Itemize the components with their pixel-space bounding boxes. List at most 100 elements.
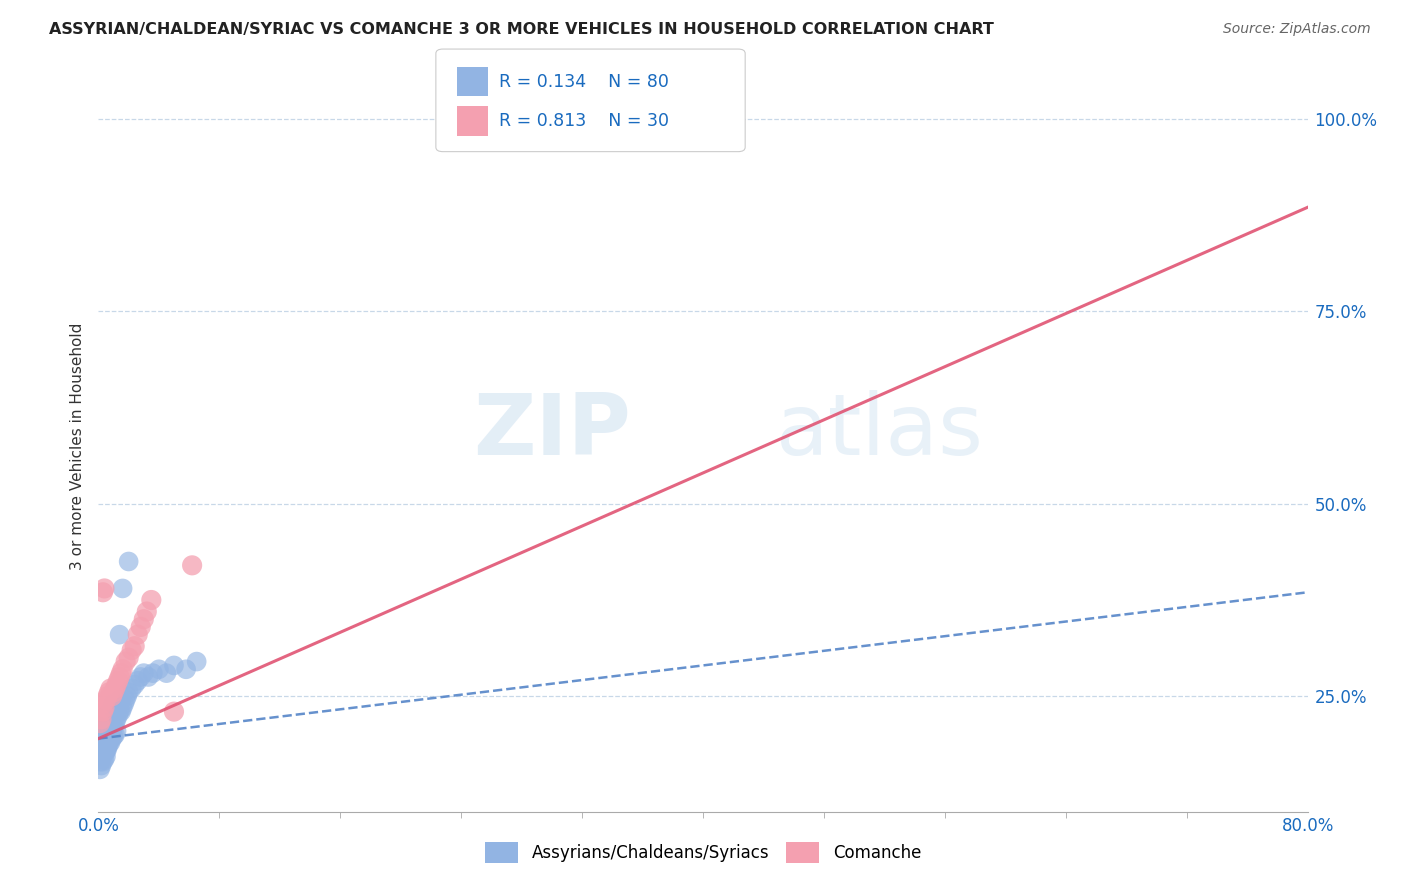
Point xyxy=(103,697,125,711)
Text: ZIP: ZIP xyxy=(472,390,630,473)
Point xyxy=(174,662,197,676)
Point xyxy=(93,731,115,746)
Point xyxy=(104,681,127,696)
Point xyxy=(132,666,155,681)
Point xyxy=(91,731,114,746)
Point xyxy=(93,739,115,754)
Point xyxy=(186,655,208,669)
Point xyxy=(115,690,138,704)
Point xyxy=(96,708,118,723)
Point xyxy=(104,705,127,719)
Point xyxy=(118,685,141,699)
Point xyxy=(110,705,132,719)
Point xyxy=(90,735,112,749)
Point xyxy=(96,739,118,754)
Point xyxy=(112,697,135,711)
Point xyxy=(121,681,143,696)
Point xyxy=(127,673,149,688)
Point xyxy=(108,670,131,684)
Point xyxy=(114,655,136,669)
Point xyxy=(103,729,125,743)
Point xyxy=(105,678,128,692)
Point xyxy=(181,558,204,573)
Point xyxy=(89,755,111,769)
Point xyxy=(108,627,131,641)
Point xyxy=(100,681,122,696)
Point xyxy=(105,712,128,726)
Point xyxy=(136,670,159,684)
Point xyxy=(105,700,128,714)
Point xyxy=(91,705,114,719)
Point xyxy=(89,747,111,761)
Text: atlas: atlas xyxy=(776,390,984,473)
Point xyxy=(101,712,124,726)
Point xyxy=(91,743,114,757)
Y-axis label: 3 or more Vehicles in Household: 3 or more Vehicles in Household xyxy=(69,322,84,570)
Point xyxy=(91,747,114,761)
Point xyxy=(89,763,111,777)
Point xyxy=(101,723,124,738)
Point xyxy=(93,712,115,726)
Point xyxy=(104,716,127,731)
Point xyxy=(98,720,121,734)
Point xyxy=(107,697,129,711)
Point xyxy=(94,749,117,764)
Point xyxy=(100,728,122,742)
Point xyxy=(104,728,127,742)
Point xyxy=(108,705,131,719)
Point xyxy=(103,708,125,723)
Point xyxy=(100,705,122,719)
Point xyxy=(124,639,146,653)
Point xyxy=(94,708,117,723)
Point xyxy=(90,751,112,765)
Point xyxy=(94,743,117,757)
Point xyxy=(111,700,134,714)
Point xyxy=(108,693,131,707)
Point xyxy=(91,723,114,738)
Point xyxy=(107,673,129,688)
Point xyxy=(91,716,114,731)
Point xyxy=(110,666,132,681)
Point xyxy=(132,612,155,626)
Point xyxy=(163,705,186,719)
Legend: Assyrians/Chaldeans/Syriacs, Comanche: Assyrians/Chaldeans/Syriacs, Comanche xyxy=(478,836,928,869)
Point xyxy=(127,627,149,641)
Point xyxy=(111,662,134,676)
Point xyxy=(94,734,117,748)
Point xyxy=(111,582,134,596)
Point xyxy=(107,708,129,723)
Point xyxy=(93,752,115,766)
Point xyxy=(93,582,115,596)
Text: ASSYRIAN/CHALDEAN/SYRIAC VS COMANCHE 3 OR MORE VEHICLES IN HOUSEHOLD CORRELATION: ASSYRIAN/CHALDEAN/SYRIAC VS COMANCHE 3 O… xyxy=(49,22,994,37)
Point xyxy=(90,728,112,742)
Point xyxy=(124,678,146,692)
Text: R = 0.134    N = 80: R = 0.134 N = 80 xyxy=(499,72,669,91)
Point xyxy=(93,720,115,734)
Point xyxy=(96,741,118,756)
Point xyxy=(91,755,114,769)
Point xyxy=(121,643,143,657)
Point xyxy=(96,690,118,704)
Point xyxy=(90,712,112,726)
Point xyxy=(89,716,111,731)
Point xyxy=(129,620,152,634)
Point xyxy=(155,666,177,681)
Point xyxy=(98,737,121,751)
Point xyxy=(142,666,165,681)
Text: Source: ZipAtlas.com: Source: ZipAtlas.com xyxy=(1223,22,1371,37)
Point xyxy=(118,650,141,665)
Point xyxy=(105,723,128,738)
Point xyxy=(96,716,118,731)
Point xyxy=(91,585,114,599)
Point xyxy=(94,723,117,738)
Point xyxy=(96,739,118,754)
Point xyxy=(96,728,118,742)
Point xyxy=(94,745,117,759)
Point xyxy=(101,731,124,746)
Point xyxy=(148,662,170,676)
Point xyxy=(89,739,111,754)
Point xyxy=(98,731,121,746)
Point xyxy=(114,693,136,707)
Point xyxy=(100,716,122,731)
Point xyxy=(90,751,112,765)
